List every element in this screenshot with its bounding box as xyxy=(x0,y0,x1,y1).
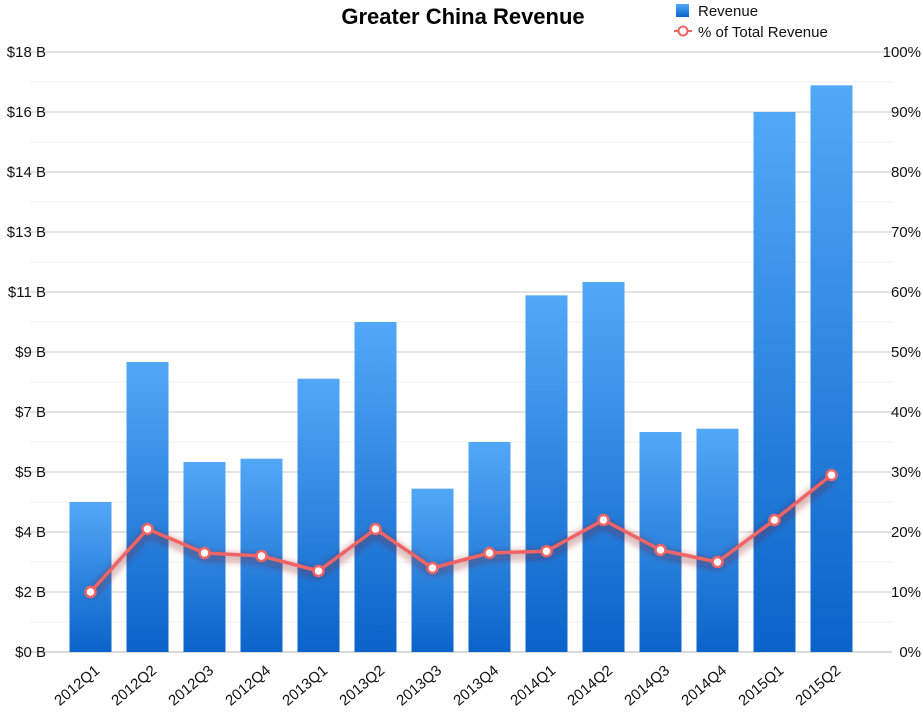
percent-point xyxy=(255,549,268,563)
percent-line-path xyxy=(89,473,833,594)
percent-point xyxy=(426,561,439,575)
bar xyxy=(126,362,169,652)
percent-line xyxy=(84,468,838,599)
bar xyxy=(297,378,340,652)
left-tick-label: $18 B xyxy=(7,44,46,61)
legend-label-percent: % of Total Revenue xyxy=(698,24,828,41)
bar xyxy=(582,282,625,652)
chart-title: Greater China Revenue xyxy=(341,4,584,29)
right-tick-label: 80% xyxy=(891,164,921,181)
right-tick-label: 60% xyxy=(891,284,921,301)
bars xyxy=(69,85,853,653)
percent-point xyxy=(84,585,97,599)
percent-point xyxy=(540,544,553,558)
bar xyxy=(525,295,568,652)
x-tick-label: 2012Q1 xyxy=(51,662,103,709)
left-tick-label: $2 B xyxy=(15,584,46,601)
left-tick-label: $13 B xyxy=(7,224,46,241)
percent-point xyxy=(369,522,382,536)
gridlines xyxy=(30,51,892,653)
x-tick-label: 2014Q4 xyxy=(678,662,730,709)
percent-point xyxy=(198,546,211,560)
bar xyxy=(810,85,853,653)
right-tick-label: 40% xyxy=(891,404,921,421)
right-tick-label: 20% xyxy=(891,524,921,541)
right-tick-label: 0% xyxy=(899,644,921,661)
x-tick-label: 2012Q3 xyxy=(165,662,217,709)
percent-point xyxy=(597,513,610,527)
right-tick-label: 50% xyxy=(891,344,921,361)
x-tick-label: 2012Q2 xyxy=(108,662,160,709)
legend-label-revenue: Revenue xyxy=(698,3,758,20)
x-tick-label: 2014Q2 xyxy=(564,662,616,709)
percent-point xyxy=(312,564,325,578)
x-tick-label: 2015Q1 xyxy=(735,662,787,709)
left-tick-label: $7 B xyxy=(15,404,46,421)
right-tick-label: 30% xyxy=(891,464,921,481)
x-tick-label: 2014Q1 xyxy=(507,662,559,709)
x-tick-label: 2013Q1 xyxy=(279,662,331,709)
left-tick-label: $5 B xyxy=(15,464,46,481)
left-tick-label: $14 B xyxy=(7,164,46,181)
x-tick-label: 2012Q4 xyxy=(222,662,274,709)
x-tick-label: 2013Q2 xyxy=(336,662,388,709)
left-tick-label: $16 B xyxy=(7,104,46,121)
percent-point xyxy=(654,543,667,557)
percent-point xyxy=(141,522,154,536)
legend-swatch-percent-marker xyxy=(677,25,689,37)
percent-point xyxy=(825,468,838,482)
percent-point xyxy=(768,513,781,527)
x-tick-label: 2013Q4 xyxy=(450,662,502,709)
x-axis: 2012Q1 2012Q2 2012Q3 2012Q4 2013Q1 2013Q2 2013… xyxy=(51,662,844,709)
percent-point xyxy=(711,555,724,569)
right-tick-label: 100% xyxy=(883,44,921,61)
left-tick-label: $11 B xyxy=(8,284,46,301)
left-tick-label: $9 B xyxy=(15,344,46,361)
bar xyxy=(753,112,796,652)
x-tick-label: 2013Q3 xyxy=(393,662,445,709)
right-tick-label: 70% xyxy=(891,224,921,241)
right-tick-label: 10% xyxy=(891,584,921,601)
legend: Revenue % of Total Revenue xyxy=(674,3,828,41)
percent-line-shadow xyxy=(87,475,834,598)
right-tick-label: 90% xyxy=(891,104,921,121)
percent-point xyxy=(483,546,496,560)
left-tick-label: $0 B xyxy=(15,644,46,661)
legend-swatch-revenue xyxy=(676,4,689,17)
left-tick-label: $4 B xyxy=(15,524,46,541)
bar xyxy=(354,322,397,652)
left-axis: $0 B $2 B $4 B $5 B $7 B $9 B $11 B $13 B $14 B $… xyxy=(7,44,46,661)
x-tick-label: 2015Q2 xyxy=(792,662,844,709)
bar xyxy=(696,428,739,652)
right-axis: 0% 10% 20% 30% 40% 50% 60% 70% 80% 90% 100% xyxy=(883,44,921,661)
x-tick-label: 2014Q3 xyxy=(621,662,673,709)
